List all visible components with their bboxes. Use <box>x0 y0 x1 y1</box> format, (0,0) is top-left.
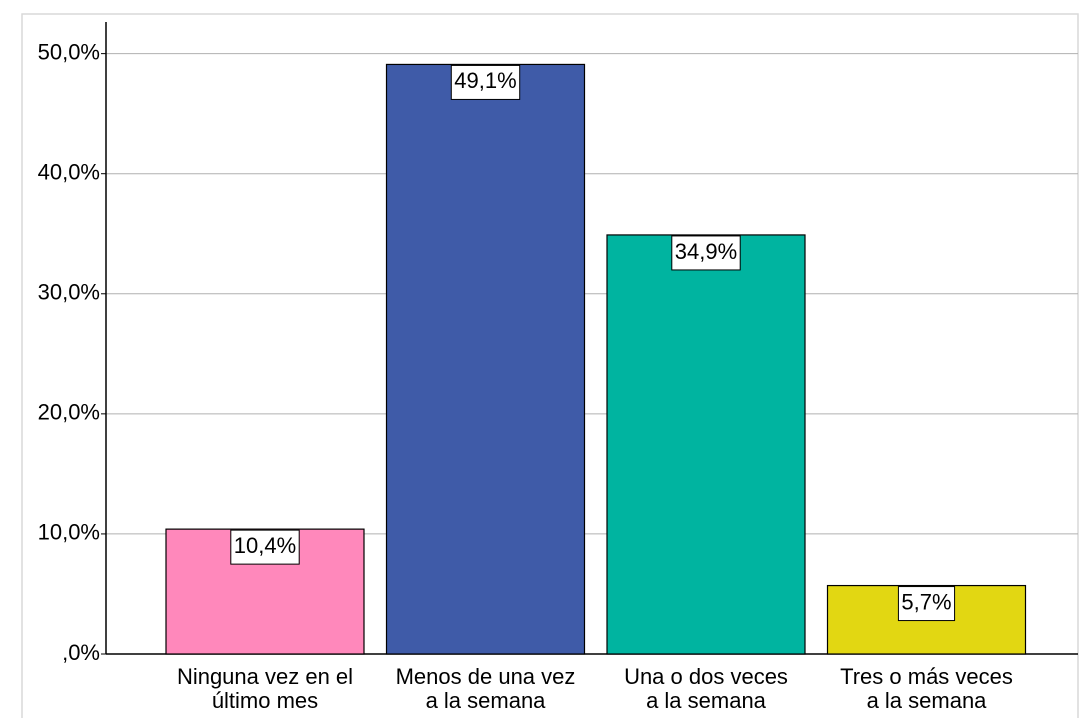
x-tick-label: a la semana <box>867 688 988 713</box>
x-tick-label: Ninguna vez en el <box>177 664 353 689</box>
data-label-box <box>450 64 521 100</box>
x-tick-label: a la semana <box>646 688 767 713</box>
y-tick-label: 20,0% <box>38 400 100 425</box>
data-label-box <box>897 586 956 622</box>
bar <box>385 63 586 655</box>
y-tick-label: 40,0% <box>38 160 100 185</box>
x-tick-label: Menos de una vez <box>396 664 576 689</box>
x-tick-label: a la semana <box>426 688 547 713</box>
data-label: 34,9% <box>675 239 737 264</box>
x-tick-label: Una o dos veces <box>624 664 788 689</box>
data-label-box <box>671 235 741 271</box>
y-tick-label: 50,0% <box>38 39 100 64</box>
y-tick-label: 10,0% <box>38 520 100 545</box>
y-tick-label: ,0% <box>62 640 100 665</box>
x-tick-label: Tres o más veces <box>840 664 1013 689</box>
data-label: 5,7% <box>901 589 951 614</box>
data-label-box <box>230 529 300 565</box>
data-label: 10,4% <box>234 533 296 558</box>
data-label: 49,1% <box>454 68 516 93</box>
x-tick-label: último mes <box>212 688 318 713</box>
chart-frame <box>21 13 1079 718</box>
bar <box>606 234 806 655</box>
y-tick-label: 30,0% <box>38 280 100 305</box>
